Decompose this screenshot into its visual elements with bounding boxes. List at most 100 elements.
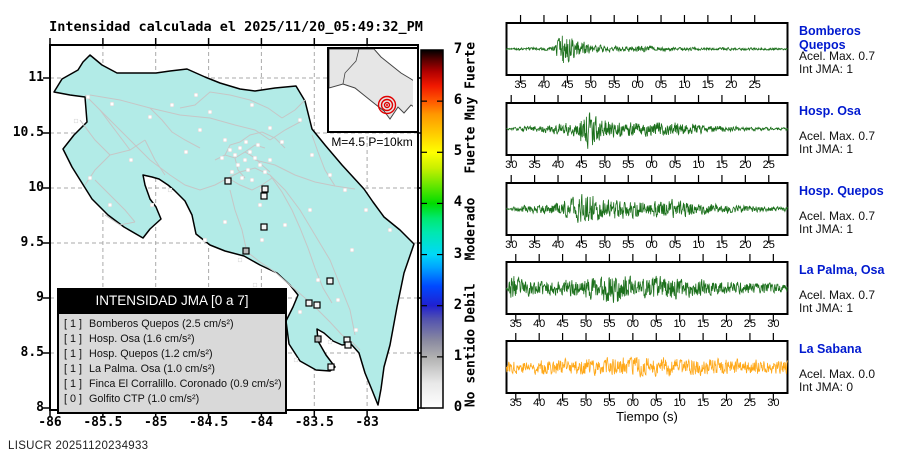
inset-map-svg [328,48,418,120]
colorbar-gradient [420,49,444,409]
longitude-tick-label: -83.5 [294,415,334,430]
station-marker [282,222,288,228]
station-marker [342,187,348,193]
station-marker [353,327,359,333]
time-axis-1: 35 40 45 50 55 00 05 10 15 20 25 [506,79,788,92]
station-marker [327,172,333,178]
time-axis-3: 30 35 40 45 50 55 00 05 10 15 20 25 [505,239,788,252]
station-marker [202,237,208,243]
epicenter-inset-map [327,47,419,133]
legend-item-intensity: [ 1 ] [64,333,83,346]
station-marker [167,187,173,193]
time-tick-label: 40 [551,239,565,251]
legend-item-station: Hosp. Quepos (1.2 cm/s²) [89,348,213,361]
station-marker [309,152,315,158]
station-marker [239,175,245,181]
legend-item-station: Bomberos Quepos (2.5 cm/s²) [89,318,234,330]
station-marker [257,162,263,168]
station-marker [279,139,285,145]
legend-item-station: La Palma. Osa (1.0 cm/s²) [89,363,216,376]
time-axis-5: 35 40 45 50 55 00 05 10 15 20 25 30 [506,397,788,410]
time-tick-label: 55 [622,159,635,171]
time-axis-2: 30 35 40 45 50 55 00 05 10 15 20 25 [505,159,788,172]
time-tick-label: 55 [603,318,616,330]
reporting-station-marker [224,177,232,185]
colorbar-tick-value: 4 [453,194,463,211]
time-tick-label: 15 [701,79,714,91]
time-tick-label: 00 [631,79,644,91]
reporting-station-marker [326,277,334,285]
station-marker [297,309,303,315]
station-marker [293,357,299,363]
colorbar-tick-value: 6 [453,92,463,109]
legend-item-station: Finca El Corralillo. Coronado (0.9 cm/s²… [89,378,282,391]
station-marker [255,142,261,148]
road-line [149,107,201,149]
station-marker [243,139,249,145]
legend-item-intensity: [ 1 ] [64,348,83,361]
station-label: Hosp. Osa [799,104,861,118]
time-tick-label: 45 [556,318,569,330]
road-line [244,144,266,153]
station-marker [315,277,321,283]
magnitude-depth-caption: M=4.5 P=10km [331,135,413,149]
time-tick-label: 20 [720,318,733,330]
time-tick-label: 15 [696,318,710,330]
station-marker [307,207,313,213]
station-marker [197,127,203,133]
time-tick-label: 40 [551,159,565,171]
road-line [254,159,356,190]
legend-title: INTENSIDAD JMA [0 a 7] [57,288,287,314]
legend-item: [ 1 ] Bomberos Quepos (2.5 cm/s²) [64,317,280,332]
station-marker [107,202,113,208]
station-marker [128,157,134,163]
legend-item: [ 0 ] Golfito CTP (1.0 cm/s²) [64,392,280,407]
time-tick-label: 40 [533,397,546,409]
seismogram-waveform [506,112,788,149]
int-jma-value: Int JMA: 1 [799,222,854,236]
colorbar-tick-value: 3 [453,245,463,262]
time-tick-label: 35 [514,79,527,91]
seismogram-waveform [506,194,788,223]
longitude-tick-label: -85.5 [83,415,123,430]
time-tick-label: 20 [739,159,752,171]
intensity-category-label: Fuerte [463,126,479,174]
time-tick-label: 15 [696,397,710,409]
epicenter-ring [380,98,394,112]
seismogram-panel-2 [505,95,789,163]
road-line [269,174,333,304]
figure-footer-id: LISUCR 20251120234933 [8,440,149,452]
station-marker [183,149,189,155]
station-marker [257,202,263,208]
int-jma-value: Int JMA: 1 [799,301,854,315]
station-marker [229,169,235,175]
station-marker [349,247,355,253]
road-line [281,99,306,119]
road-line [94,179,136,223]
latitude-tick-label: 10 [28,180,44,195]
time-tick-label: 50 [579,318,593,330]
intensity-category-label: Muy Fuerte [463,41,479,120]
latitude-tick-label: 9 [36,290,44,305]
road-line [234,157,246,179]
station-marker [267,125,273,131]
time-tick-label: 55 [603,397,616,409]
station-marker [245,167,251,173]
epicenter-ring [383,101,391,109]
time-tick-label: 40 [533,318,546,330]
map-title: Intensidad calculada el 2025/11/20_05:49… [49,19,423,35]
legend-item: [ 1 ] Finca El Corralillo. Coronado (0.9 … [64,377,282,392]
reporting-station-marker [344,341,352,349]
epicenter-ring [377,95,397,115]
road-line [99,109,131,151]
longitude-tick-label: -84 [249,415,274,430]
acel-max-value: Acel. Max. 0.7 [799,49,876,63]
time-tick-label: 50 [598,239,611,251]
reporting-station-marker [242,247,250,255]
station-marker [387,227,393,233]
legend-item-intensity: [ 1 ] [64,378,83,391]
time-tick-label: 00 [645,239,658,251]
time-tick-label: 55 [608,79,621,91]
station-marker [222,219,228,225]
acel-max-value: Acel. Max. 0.7 [799,209,876,223]
